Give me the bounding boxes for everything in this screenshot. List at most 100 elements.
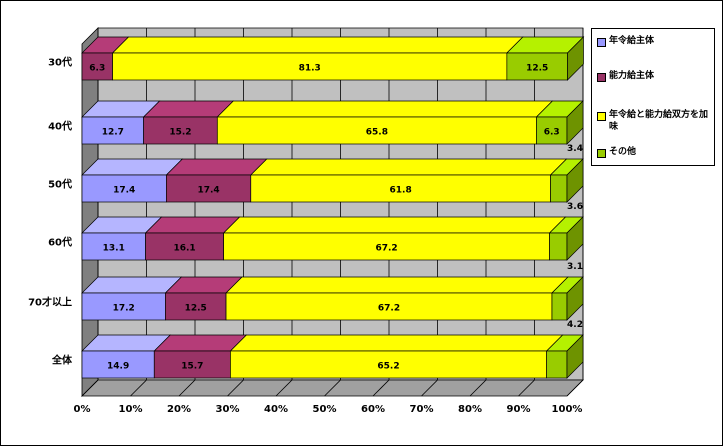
data-label: 67.2 — [378, 304, 400, 314]
bar-segment — [153, 350, 231, 379]
x-tick-label: 60% — [361, 404, 385, 415]
bar-side — [566, 100, 584, 145]
data-label: 17.2 — [113, 304, 135, 314]
legend: 年令給主体 能力給主体 年令給と能力給双方を加味 その他 — [591, 28, 715, 166]
data-label: 6.3 — [544, 128, 560, 138]
data-label: 61.8 — [390, 186, 412, 196]
floor-gridline — [566, 379, 584, 397]
data-label: 17.4 — [197, 186, 219, 196]
x-tick-label: 20% — [167, 404, 191, 415]
floor-gridline — [421, 379, 438, 397]
bar-segment — [81, 174, 167, 203]
bar-top — [81, 276, 183, 294]
data-label: 13.1 — [103, 244, 125, 254]
bar-top — [165, 158, 268, 176]
bar-segment — [216, 116, 537, 145]
floor-gridline — [372, 379, 390, 397]
bar-segment — [550, 174, 568, 203]
legend-label-other: その他 — [609, 147, 637, 157]
bar-top — [222, 216, 567, 234]
x-tick-label: 50% — [313, 404, 337, 415]
bar-segment — [506, 52, 568, 81]
data-label: 65.8 — [366, 128, 388, 138]
floor-gridline — [469, 379, 487, 397]
data-label: 65.2 — [377, 362, 399, 372]
bar-top — [216, 100, 554, 118]
bar-top — [225, 276, 569, 294]
data-label: 17.4 — [113, 186, 135, 196]
data-label: 3.1 — [567, 262, 583, 272]
bar-top — [81, 158, 184, 176]
data-label: 3.6 — [567, 202, 583, 212]
bar-segment — [549, 232, 568, 261]
legend-label-nenrei: 年令給主体 — [609, 36, 655, 46]
bar-top — [144, 216, 241, 234]
bar-side — [566, 334, 584, 379]
data-label: 12.5 — [185, 304, 207, 314]
x-tick-label: 90% — [507, 404, 531, 415]
bar-segment — [225, 292, 553, 321]
data-label: 3.4 — [567, 144, 583, 154]
legend-swatch-noryoku — [597, 73, 606, 82]
legend-label-both: 年令給と能力給双方を加味 — [609, 110, 709, 132]
category-label: 60代 — [48, 236, 72, 249]
x-tick-label: 70% — [410, 404, 434, 415]
floor-gridline — [178, 379, 196, 397]
legend-item-other: その他 — [597, 146, 713, 158]
bar-segment — [81, 52, 113, 81]
bar-segment — [81, 232, 146, 261]
category-label: 40代 — [48, 120, 72, 133]
bar-side — [567, 36, 584, 81]
x-tick-label: 40% — [264, 404, 288, 415]
bar-top — [229, 334, 564, 352]
bar-segment — [546, 350, 568, 379]
x-tick-label: 0% — [74, 404, 91, 415]
floor-gridline — [275, 379, 293, 397]
data-label: 6.3 — [89, 64, 105, 74]
bar-segment — [112, 52, 508, 81]
data-label: 12.5 — [526, 64, 548, 74]
bar-segment — [250, 174, 551, 203]
legend-swatch-other — [597, 149, 606, 158]
legend-label-noryoku: 能力給主体 — [609, 71, 655, 81]
legend-swatch-both — [597, 112, 606, 121]
floor-gridline — [81, 379, 99, 397]
data-label: 14.9 — [107, 362, 129, 372]
data-label: 12.7 — [102, 128, 124, 138]
data-label: 81.3 — [299, 64, 321, 74]
bar-side — [566, 158, 584, 203]
category-label: 30代 — [48, 56, 72, 69]
bar-side — [566, 276, 584, 321]
data-label: 15.2 — [169, 128, 191, 138]
bar-segment — [551, 292, 568, 321]
legend-item-both: 年令給と能力給双方を加味 — [597, 109, 713, 133]
x-tick-label: 80% — [458, 404, 482, 415]
bar-segment — [81, 116, 144, 145]
data-label: 4.2 — [567, 320, 583, 330]
legend-item-nenrei: 年令給主体 — [597, 35, 713, 47]
bar-segment — [145, 232, 224, 261]
x-tick-label: 10% — [119, 404, 143, 415]
bar-segment — [230, 350, 547, 379]
legend-item-noryoku: 能力給主体 — [597, 70, 713, 82]
bar-top — [249, 158, 568, 176]
category-label: 70才以上 — [28, 296, 72, 309]
x-tick-label: 100% — [552, 404, 583, 415]
data-label: 16.1 — [173, 244, 195, 254]
data-label: 67.2 — [375, 244, 397, 254]
bar-top — [111, 36, 524, 54]
data-label: 15.7 — [181, 362, 203, 372]
category-label: 全体 — [51, 354, 73, 367]
floor-gridline — [227, 379, 244, 397]
floor-gridline — [324, 379, 341, 397]
floor-gridline — [130, 379, 147, 397]
x-tick-label: 30% — [216, 404, 240, 415]
category-label: 50代 — [48, 178, 72, 191]
legend-swatch-nenrei — [597, 38, 606, 47]
bar-segment — [166, 174, 252, 203]
bar-side — [566, 216, 584, 261]
bar-segment — [536, 116, 568, 145]
floor-gridline — [518, 379, 535, 397]
bar-segment — [143, 116, 218, 145]
